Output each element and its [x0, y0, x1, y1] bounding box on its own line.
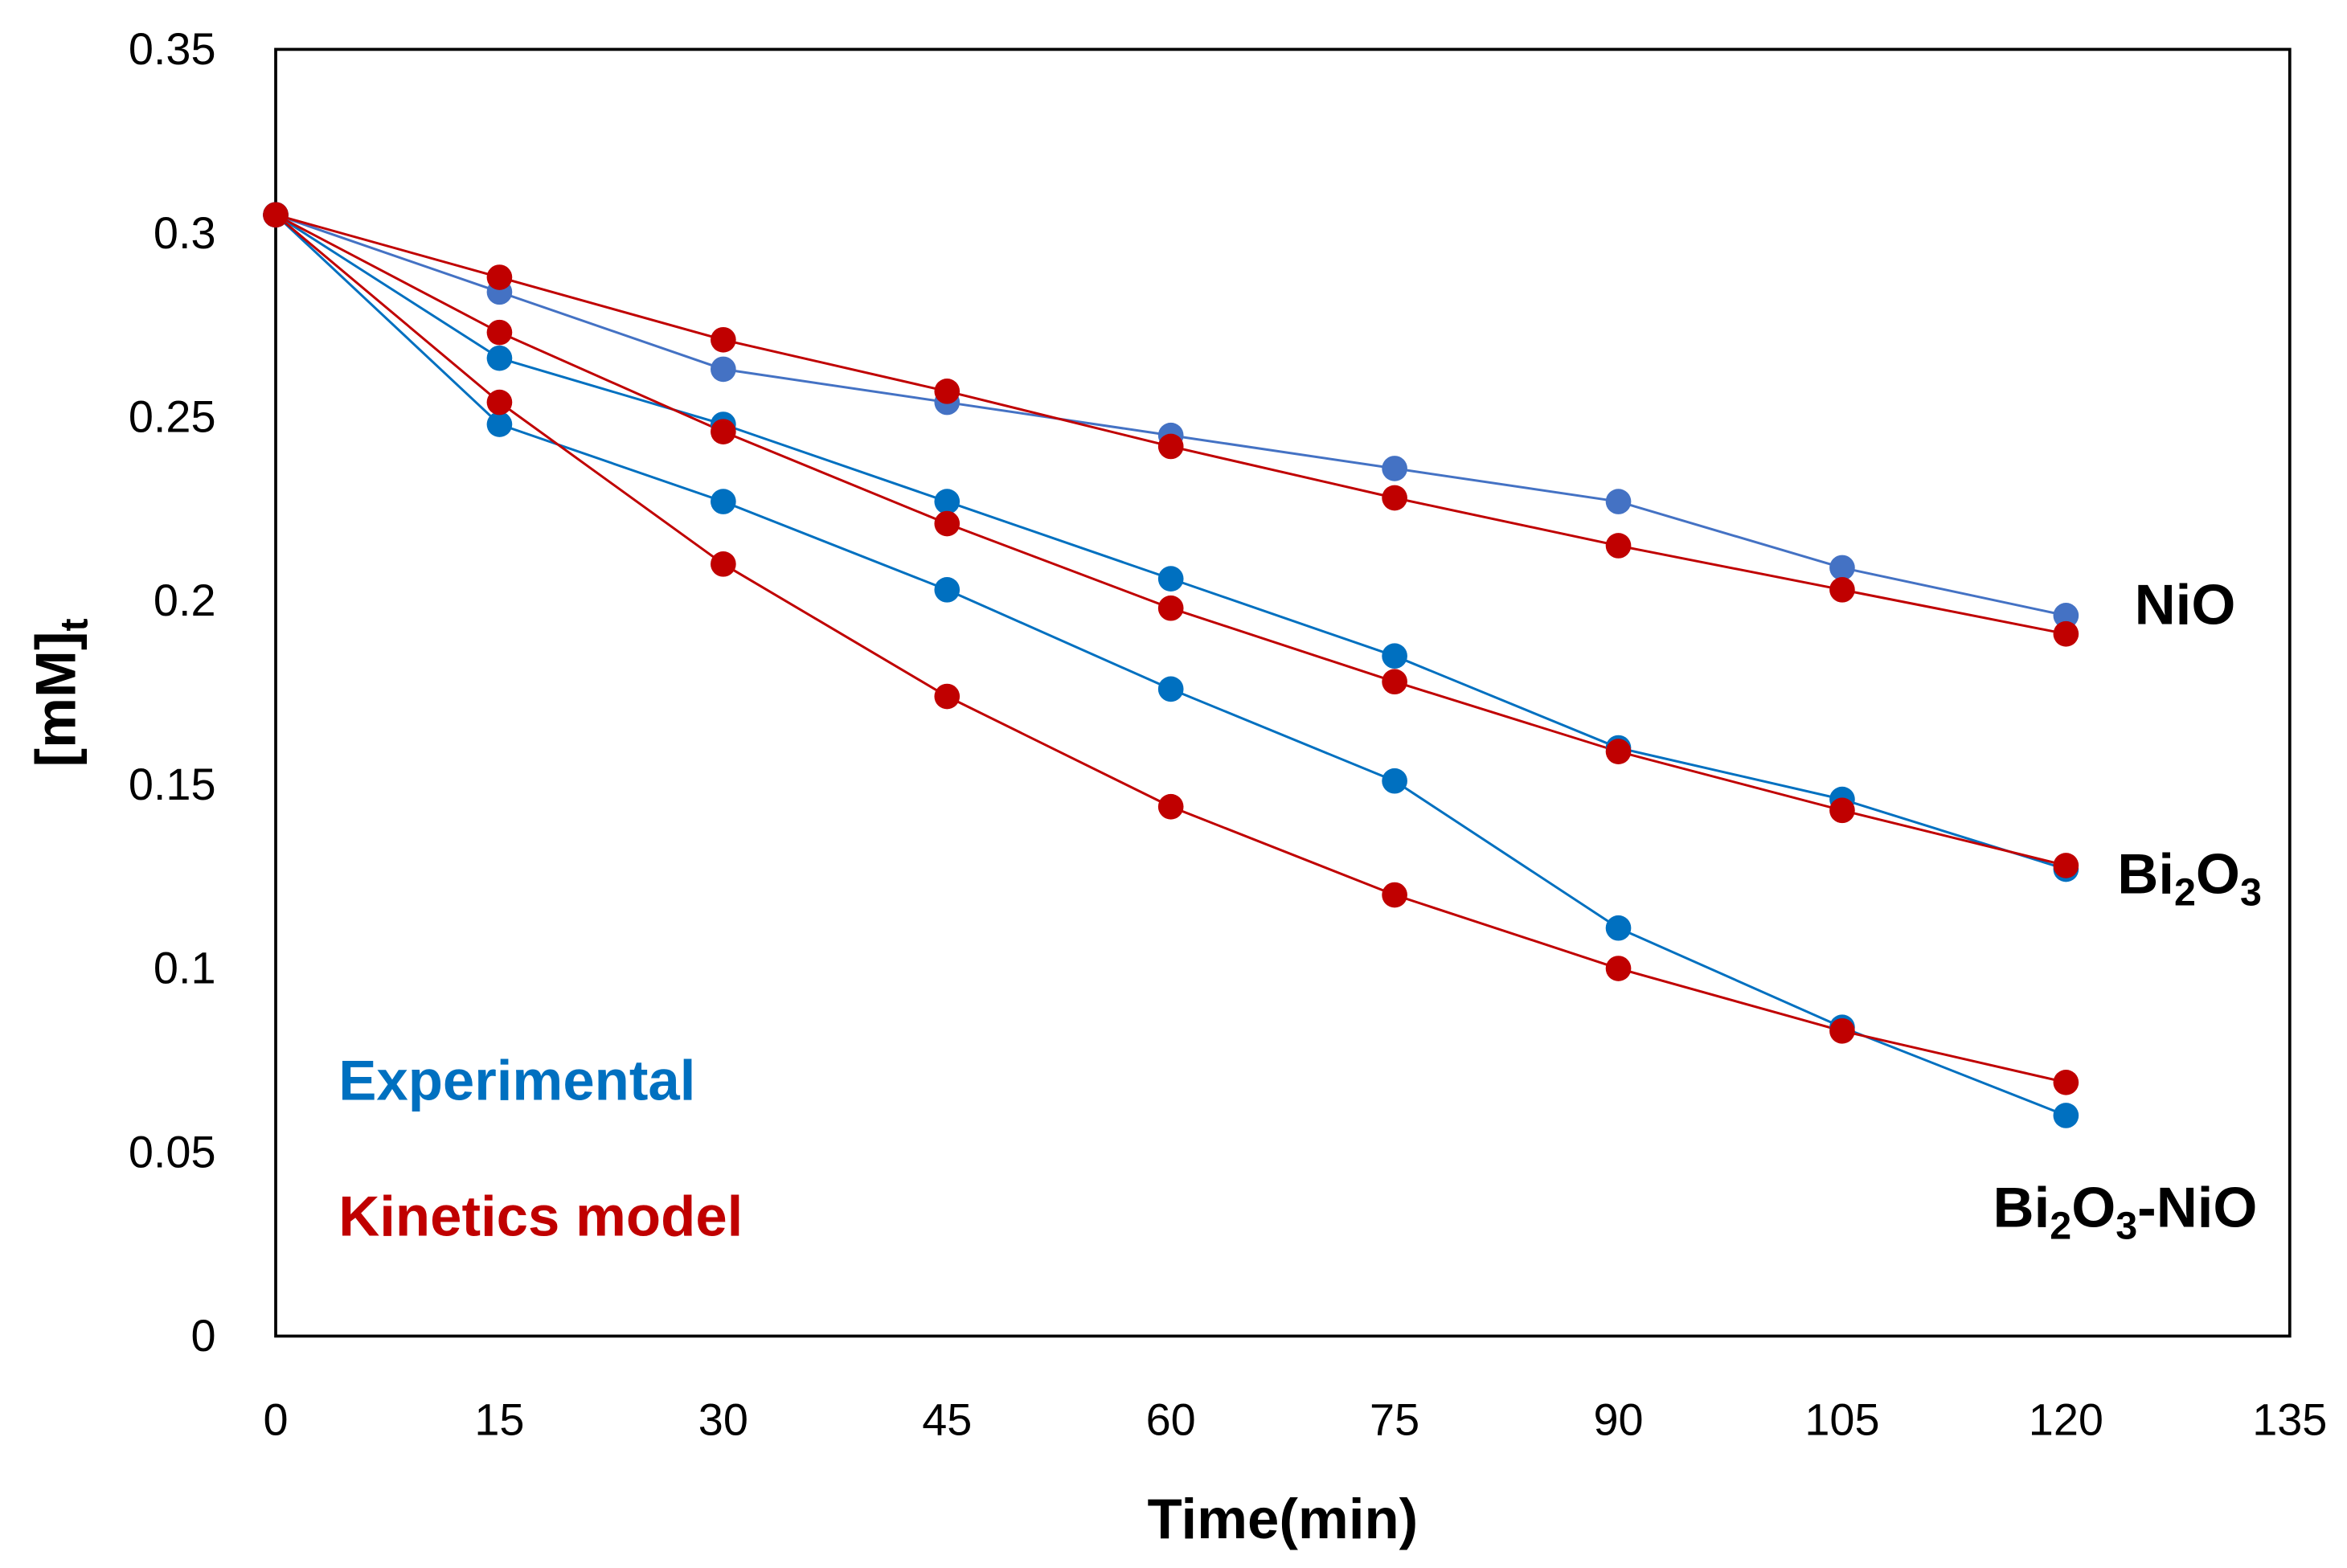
data-point — [1382, 485, 1407, 511]
data-point — [1605, 739, 1632, 764]
data-point — [1157, 793, 1184, 820]
data-point — [1829, 577, 1855, 603]
data-point — [1605, 915, 1632, 941]
data-point — [486, 411, 513, 437]
data-point — [1382, 882, 1407, 908]
data-point — [1829, 1017, 1855, 1044]
y-axis: 0 0.05 0.1 0.15 0.2 0.25 0.3 0.35 — [129, 23, 216, 1361]
series-group-label: Bi2O3 — [2117, 841, 2262, 914]
data-point — [263, 202, 289, 228]
series-points — [263, 202, 2079, 1128]
x-axis: 0 15 30 45 60 75 90 105 120 135 — [263, 1394, 2327, 1444]
data-point — [2053, 853, 2079, 878]
series-labels: NiO Bi2O3 Bi2O3-NiO — [1993, 572, 2262, 1247]
data-point — [486, 264, 513, 290]
data-point — [2053, 603, 2079, 628]
x-tick-label: 30 — [698, 1394, 748, 1444]
x-tick-label: 75 — [1370, 1394, 1419, 1444]
data-point — [1157, 676, 1184, 702]
x-axis-label: Time(min) — [1148, 1487, 1419, 1550]
data-point — [934, 577, 961, 603]
data-point — [1382, 669, 1407, 695]
data-point — [1382, 456, 1407, 481]
data-point — [1829, 555, 1855, 581]
data-point — [2053, 1103, 2079, 1128]
y-tick-label: 0.35 — [129, 23, 216, 74]
x-tick-label: 90 — [1593, 1394, 1643, 1444]
data-point — [934, 510, 961, 537]
x-tick-label: 60 — [1146, 1394, 1196, 1444]
y-tick-label: 0.25 — [129, 391, 216, 441]
y-tick-label: 0.2 — [154, 575, 216, 625]
data-point — [2053, 620, 2079, 647]
data-point — [1605, 956, 1632, 981]
plot-area — [274, 47, 2292, 1338]
data-point — [934, 683, 961, 710]
data-point — [711, 489, 736, 514]
x-tick-label: 120 — [2029, 1394, 2103, 1444]
data-point — [1382, 768, 1407, 794]
data-point — [1605, 489, 1632, 514]
data-point — [711, 551, 736, 577]
y-axis-label: [mM]t — [24, 618, 96, 767]
x-tick-label: 0 — [263, 1394, 288, 1444]
data-point — [934, 489, 961, 514]
data-point — [486, 389, 513, 416]
y-tick-label: 0.1 — [154, 943, 216, 993]
data-point — [1157, 595, 1184, 621]
data-point — [711, 326, 736, 353]
data-point — [1605, 533, 1632, 559]
x-tick-label: 135 — [2252, 1394, 2327, 1444]
x-tick-label: 15 — [474, 1394, 524, 1444]
data-point — [1157, 566, 1184, 592]
data-point — [2053, 1069, 2079, 1095]
x-tick-label: 45 — [922, 1394, 972, 1444]
legend-experimental: Experimental — [338, 1048, 695, 1112]
data-point — [711, 419, 736, 444]
x-tick-label: 105 — [1804, 1394, 1879, 1444]
y-tick-label: 0 — [190, 1310, 215, 1361]
data-point — [934, 379, 961, 404]
data-point — [1157, 433, 1184, 460]
y-tick-label: 0.05 — [129, 1126, 216, 1177]
legend-kinetics-model: Kinetics model — [338, 1185, 743, 1248]
series-group-label: NiO — [2135, 572, 2236, 636]
data-point — [711, 356, 736, 383]
data-point — [486, 345, 513, 371]
y-tick-label: 0.15 — [129, 759, 216, 809]
data-point — [486, 319, 513, 346]
data-point — [1382, 643, 1407, 669]
series-group-label: Bi2O3-NiO — [1993, 1176, 2258, 1248]
data-point — [1829, 797, 1855, 824]
y-tick-label: 0.3 — [154, 207, 216, 258]
